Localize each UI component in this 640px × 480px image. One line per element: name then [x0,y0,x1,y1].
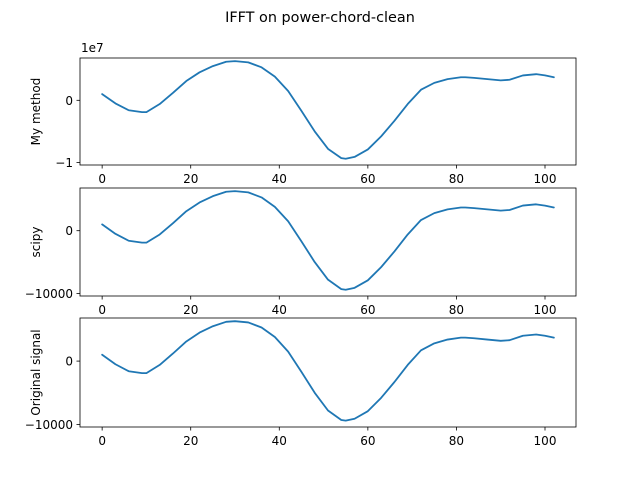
x-tick-label: 20 [183,434,198,448]
subplot-2: 0 20 40 60 80 100 −10000 0 scipy [25,187,577,317]
series-line-3-1 [101,320,555,422]
y-tick-label: −1 [55,156,73,170]
x-tick-label: 20 [183,303,198,317]
x-tick-label: 40 [272,303,287,317]
y-axis-label: Original signal [29,329,43,415]
series-line-1-1 [101,60,555,160]
y-offset-text: 1e7 [81,41,104,55]
subplot-1: 0 20 40 60 80 100 −1 0 My method 1e7 [29,41,577,186]
x-tick-label: 60 [360,303,375,317]
x-tick-label: 20 [183,172,198,186]
x-tick-label: 0 [98,172,106,186]
x-tick-label: 60 [360,434,375,448]
x-tick-label: 40 [272,434,287,448]
x-tick-label: 100 [534,172,557,186]
y-axis-label: My method [29,78,43,146]
subplot-3: 0 20 40 60 80 100 −10000 0 Original signal [25,317,577,448]
axes-frame [79,317,577,428]
y-tick-label: 0 [65,355,73,369]
x-tick-label: 100 [534,434,557,448]
x-tick-label: 0 [98,434,106,448]
y-tick-label: −10000 [25,287,73,301]
y-tick-label: 0 [65,94,73,108]
x-tick-label: 60 [360,172,375,186]
x-tick-label: 80 [449,303,464,317]
x-tick-label: 80 [449,172,464,186]
series-line-2-1 [101,190,555,291]
y-tick-label: 0 [65,224,73,238]
axes-frame [79,57,577,166]
x-tick-label: 100 [534,303,557,317]
x-tick-label: 80 [449,434,464,448]
x-tick-label: 0 [98,303,106,317]
y-axis-label: scipy [29,227,43,258]
y-tick-label: −10000 [25,418,73,432]
subplots: 0 20 40 60 80 100 −1 0 My method 1e7 0 20 40 60 80 100 −… [25,41,577,448]
axes-frame [79,187,577,297]
x-tick-label: 40 [272,172,287,186]
figure-title: IFFT on power-chord-clean [225,10,415,26]
